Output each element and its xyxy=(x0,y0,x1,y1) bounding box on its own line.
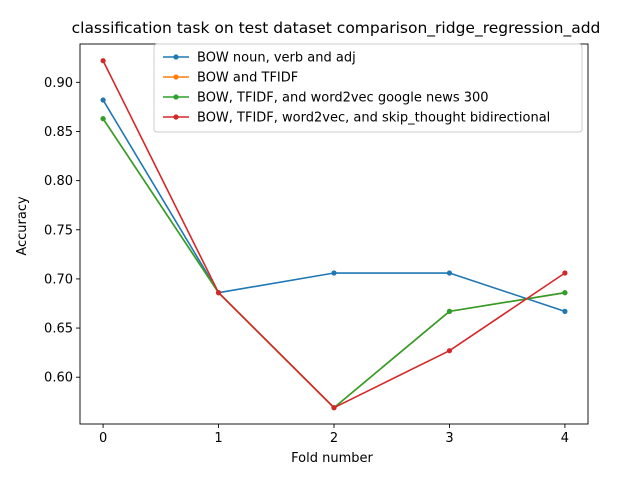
series-3-point xyxy=(215,290,222,296)
series-line-2 xyxy=(102,118,566,409)
series-2-point xyxy=(562,290,568,296)
legend-label: BOW noun, verb and adj xyxy=(197,51,356,66)
y-tick-label: 0.80 xyxy=(44,174,73,189)
y-axis-title: Accuracy xyxy=(15,196,30,256)
series-3-point xyxy=(331,405,337,411)
series-2-point xyxy=(100,116,106,122)
series-3-point xyxy=(562,270,568,276)
legend-label: BOW and TFIDF xyxy=(197,71,298,86)
y-tick-label: 0.75 xyxy=(44,223,73,238)
legend: BOW noun, verb and adj BOW and TFIDF BOW, … xyxy=(153,43,583,133)
y-tick-label: 0.85 xyxy=(44,125,73,140)
series-2-point xyxy=(446,308,453,314)
x-tick-label: 0 xyxy=(99,431,107,446)
legend-label: BOW, TFIDF, word2vec, and skip_thought b… xyxy=(197,111,550,126)
legend-swatch-marker xyxy=(173,74,179,80)
legend-swatch-marker xyxy=(173,94,179,100)
legend-swatch-marker xyxy=(173,114,179,120)
y-tick-label: 0.60 xyxy=(44,371,73,386)
series-0-point xyxy=(562,308,568,314)
chart-title: classification task on test dataset comp… xyxy=(72,19,601,38)
x-tick-label: 4 xyxy=(561,431,569,446)
legend-label: BOW, TFIDF, and word2vec google news 300 xyxy=(197,91,489,106)
legend-swatch-marker xyxy=(173,54,179,60)
series-3-point xyxy=(446,348,453,354)
series-3-point xyxy=(100,58,106,64)
x-tick-label: 2 xyxy=(330,431,338,446)
x-tick-label: 1 xyxy=(214,431,222,446)
series-line-1 xyxy=(102,118,566,409)
x-axis-title: Fold number xyxy=(291,451,373,466)
legend-box xyxy=(153,43,583,133)
series-0-point xyxy=(100,97,106,103)
plot-area: 0 1 2 3 4 0.60 0.65 0.70 0.75 0.80 0.85 0.90 BOW nou… xyxy=(44,43,589,446)
series-0-point xyxy=(446,270,453,276)
y-tick-label: 0.65 xyxy=(44,322,73,337)
x-tick-label: 3 xyxy=(445,431,453,446)
series-0-point xyxy=(331,270,337,276)
y-tick-label: 0.90 xyxy=(44,76,73,91)
y-tick-label: 0.70 xyxy=(44,272,73,287)
